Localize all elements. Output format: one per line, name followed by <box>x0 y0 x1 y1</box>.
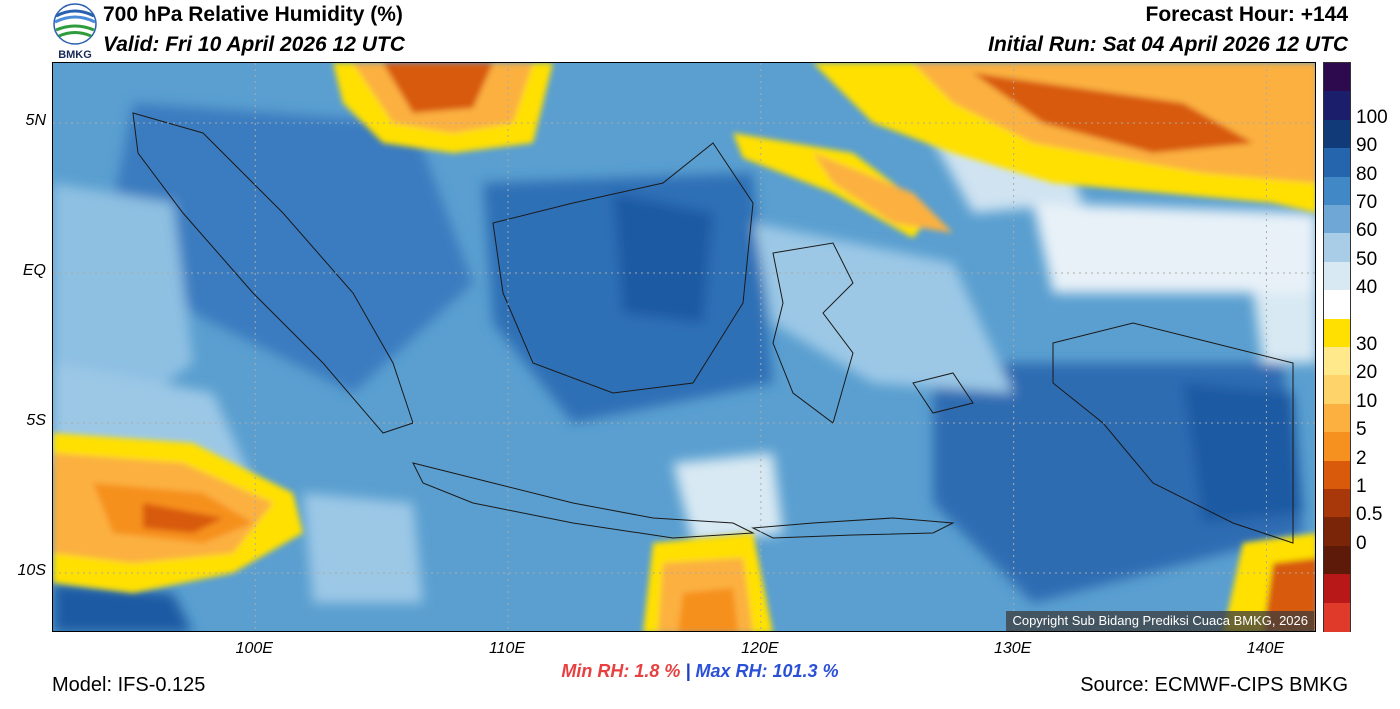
source-label: Source: ECMWF-CIPS BMKG <box>1080 674 1348 696</box>
sumatra-outline <box>132 112 414 434</box>
colorbar-label: 0 <box>1356 532 1367 554</box>
colorbar-swatch <box>1324 432 1350 462</box>
borneo-outline <box>492 142 754 394</box>
lon-tick-label: 100E <box>235 640 273 657</box>
colorbar-label: 2 <box>1356 447 1367 469</box>
colorbar-swatch <box>1324 460 1350 490</box>
sulawesi-outline <box>772 242 854 424</box>
bmkg-logo-icon: BMKG <box>53 3 97 61</box>
rh-stats: Min RH: 1.8 % | Max RH: 101.3 % <box>0 661 1400 682</box>
maluku-outline <box>912 372 974 414</box>
colorbar-swatch <box>1324 176 1350 206</box>
colorbar-label: 30 <box>1356 334 1378 355</box>
lon-tick-label: 130E <box>993 640 1032 657</box>
colorbar-label: 80 <box>1356 163 1378 185</box>
chart-title: 700 hPa Relative Humidity (%) <box>103 3 403 26</box>
logo-text: BMKG <box>58 49 92 60</box>
colorbar-swatch <box>1324 375 1350 405</box>
nusa-tenggara-outline <box>751 517 955 539</box>
model-label: Model: IFS-0.125 <box>52 674 206 696</box>
valid-time: Valid: Fri 10 April 2026 12 UTC <box>103 33 405 56</box>
colorbar-swatch <box>1324 347 1350 376</box>
colorbar-swatch <box>1324 148 1350 178</box>
forecast-hour: Forecast Hour: +144 <box>1145 3 1349 26</box>
colorbar-swatch <box>1324 602 1350 632</box>
coastlines <box>132 112 1294 544</box>
colorbar-label: 0.5 <box>1356 504 1383 526</box>
stats-separator: | <box>685 661 691 681</box>
java-outline <box>412 462 755 539</box>
min-rh: Min RH: 1.8 % <box>561 661 681 681</box>
colorbar-swatch <box>1324 290 1350 320</box>
lat-tick-label: EQ <box>22 262 46 279</box>
colorbar-swatch <box>1324 205 1350 234</box>
lat-tick-label: 5S <box>26 412 46 429</box>
colorbar-label: 100 <box>1356 106 1388 128</box>
colorbar-swatch <box>1324 233 1350 263</box>
colorbar-label: 60 <box>1356 220 1378 242</box>
lon-tick-label: 140E <box>1246 640 1285 657</box>
colorbar-label: 5 <box>1356 419 1367 441</box>
colorbar-swatch <box>1324 63 1350 92</box>
copyright-notice: Copyright Sub Bidang Prediksi Cuaca BMKG… <box>1006 611 1314 631</box>
max-rh: Max RH: 101.3 % <box>695 661 839 681</box>
colorbar-swatch <box>1324 261 1350 291</box>
colorbar-label: 20 <box>1356 362 1378 384</box>
colorbar-swatch <box>1324 574 1350 604</box>
colorbar-swatch <box>1324 119 1350 149</box>
initial-run: Initial Run: Sat 04 April 2026 12 UTC <box>988 33 1348 56</box>
lat-tick-label: 10S <box>17 562 46 579</box>
humidity-map <box>52 62 1316 632</box>
colorbar-swatch <box>1324 489 1350 518</box>
lon-tick-label: 110E <box>488 640 526 657</box>
colorbar <box>1323 62 1351 632</box>
papua-outline <box>1052 322 1294 544</box>
colorbar-label: 10 <box>1356 390 1378 412</box>
lat-tick-label: 5N <box>25 112 46 129</box>
colorbar-swatch <box>1324 545 1350 575</box>
colorbar-swatch <box>1324 318 1350 348</box>
colorbar-label: 1 <box>1356 476 1367 497</box>
humidity-field <box>53 63 1315 631</box>
lon-tick-label: 120E <box>741 640 779 657</box>
bmkg-logo: BMKG <box>52 2 98 61</box>
colorbar-swatch <box>1324 517 1350 547</box>
colorbar-swatch <box>1324 403 1350 433</box>
colorbar-swatch <box>1324 91 1350 121</box>
colorbar-label: 40 <box>1356 277 1378 299</box>
graticule <box>53 63 1315 631</box>
colorbar-label: 90 <box>1356 135 1378 157</box>
colorbar-label: 50 <box>1356 248 1378 270</box>
dry-zones <box>53 63 1315 631</box>
colorbar-label: 70 <box>1356 192 1378 213</box>
